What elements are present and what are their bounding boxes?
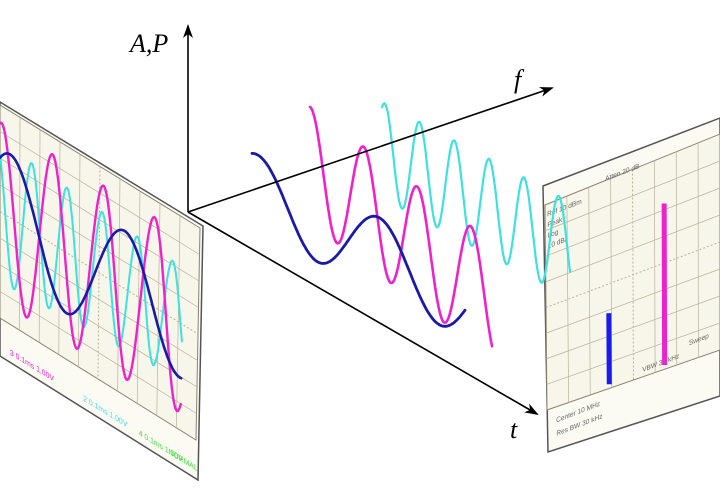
grid-line [588, 187, 591, 396]
grid-line [0, 237, 198, 361]
waveform [250, 152, 467, 328]
grid-line [136, 191, 141, 404]
grid-line [0, 211, 199, 335]
waveform [0, 153, 183, 367]
grid-line [546, 322, 720, 385]
axes [183, 24, 554, 416]
screen-label: Log [548, 229, 559, 240]
grid-line [0, 291, 197, 414]
grid-line [0, 264, 198, 388]
grid-line [675, 151, 678, 366]
time-axis-label: t [510, 415, 518, 444]
grid-line [117, 178, 121, 392]
frequency-axis [187, 87, 554, 213]
grid-line [546, 295, 720, 360]
grid-line [97, 166, 101, 380]
grid-line [545, 160, 720, 231]
frequency-axis-label: f [514, 65, 525, 94]
waveform [0, 121, 182, 413]
grid-line [545, 241, 720, 308]
grid-line [545, 214, 720, 283]
vertical-axis-label: A,P [128, 29, 168, 58]
waves [250, 101, 572, 348]
grid-line [566, 196, 569, 403]
time-axis [187, 211, 539, 416]
grid-line [546, 268, 720, 334]
grid-line [545, 187, 720, 257]
waveform [0, 152, 183, 380]
waveform [380, 101, 572, 285]
